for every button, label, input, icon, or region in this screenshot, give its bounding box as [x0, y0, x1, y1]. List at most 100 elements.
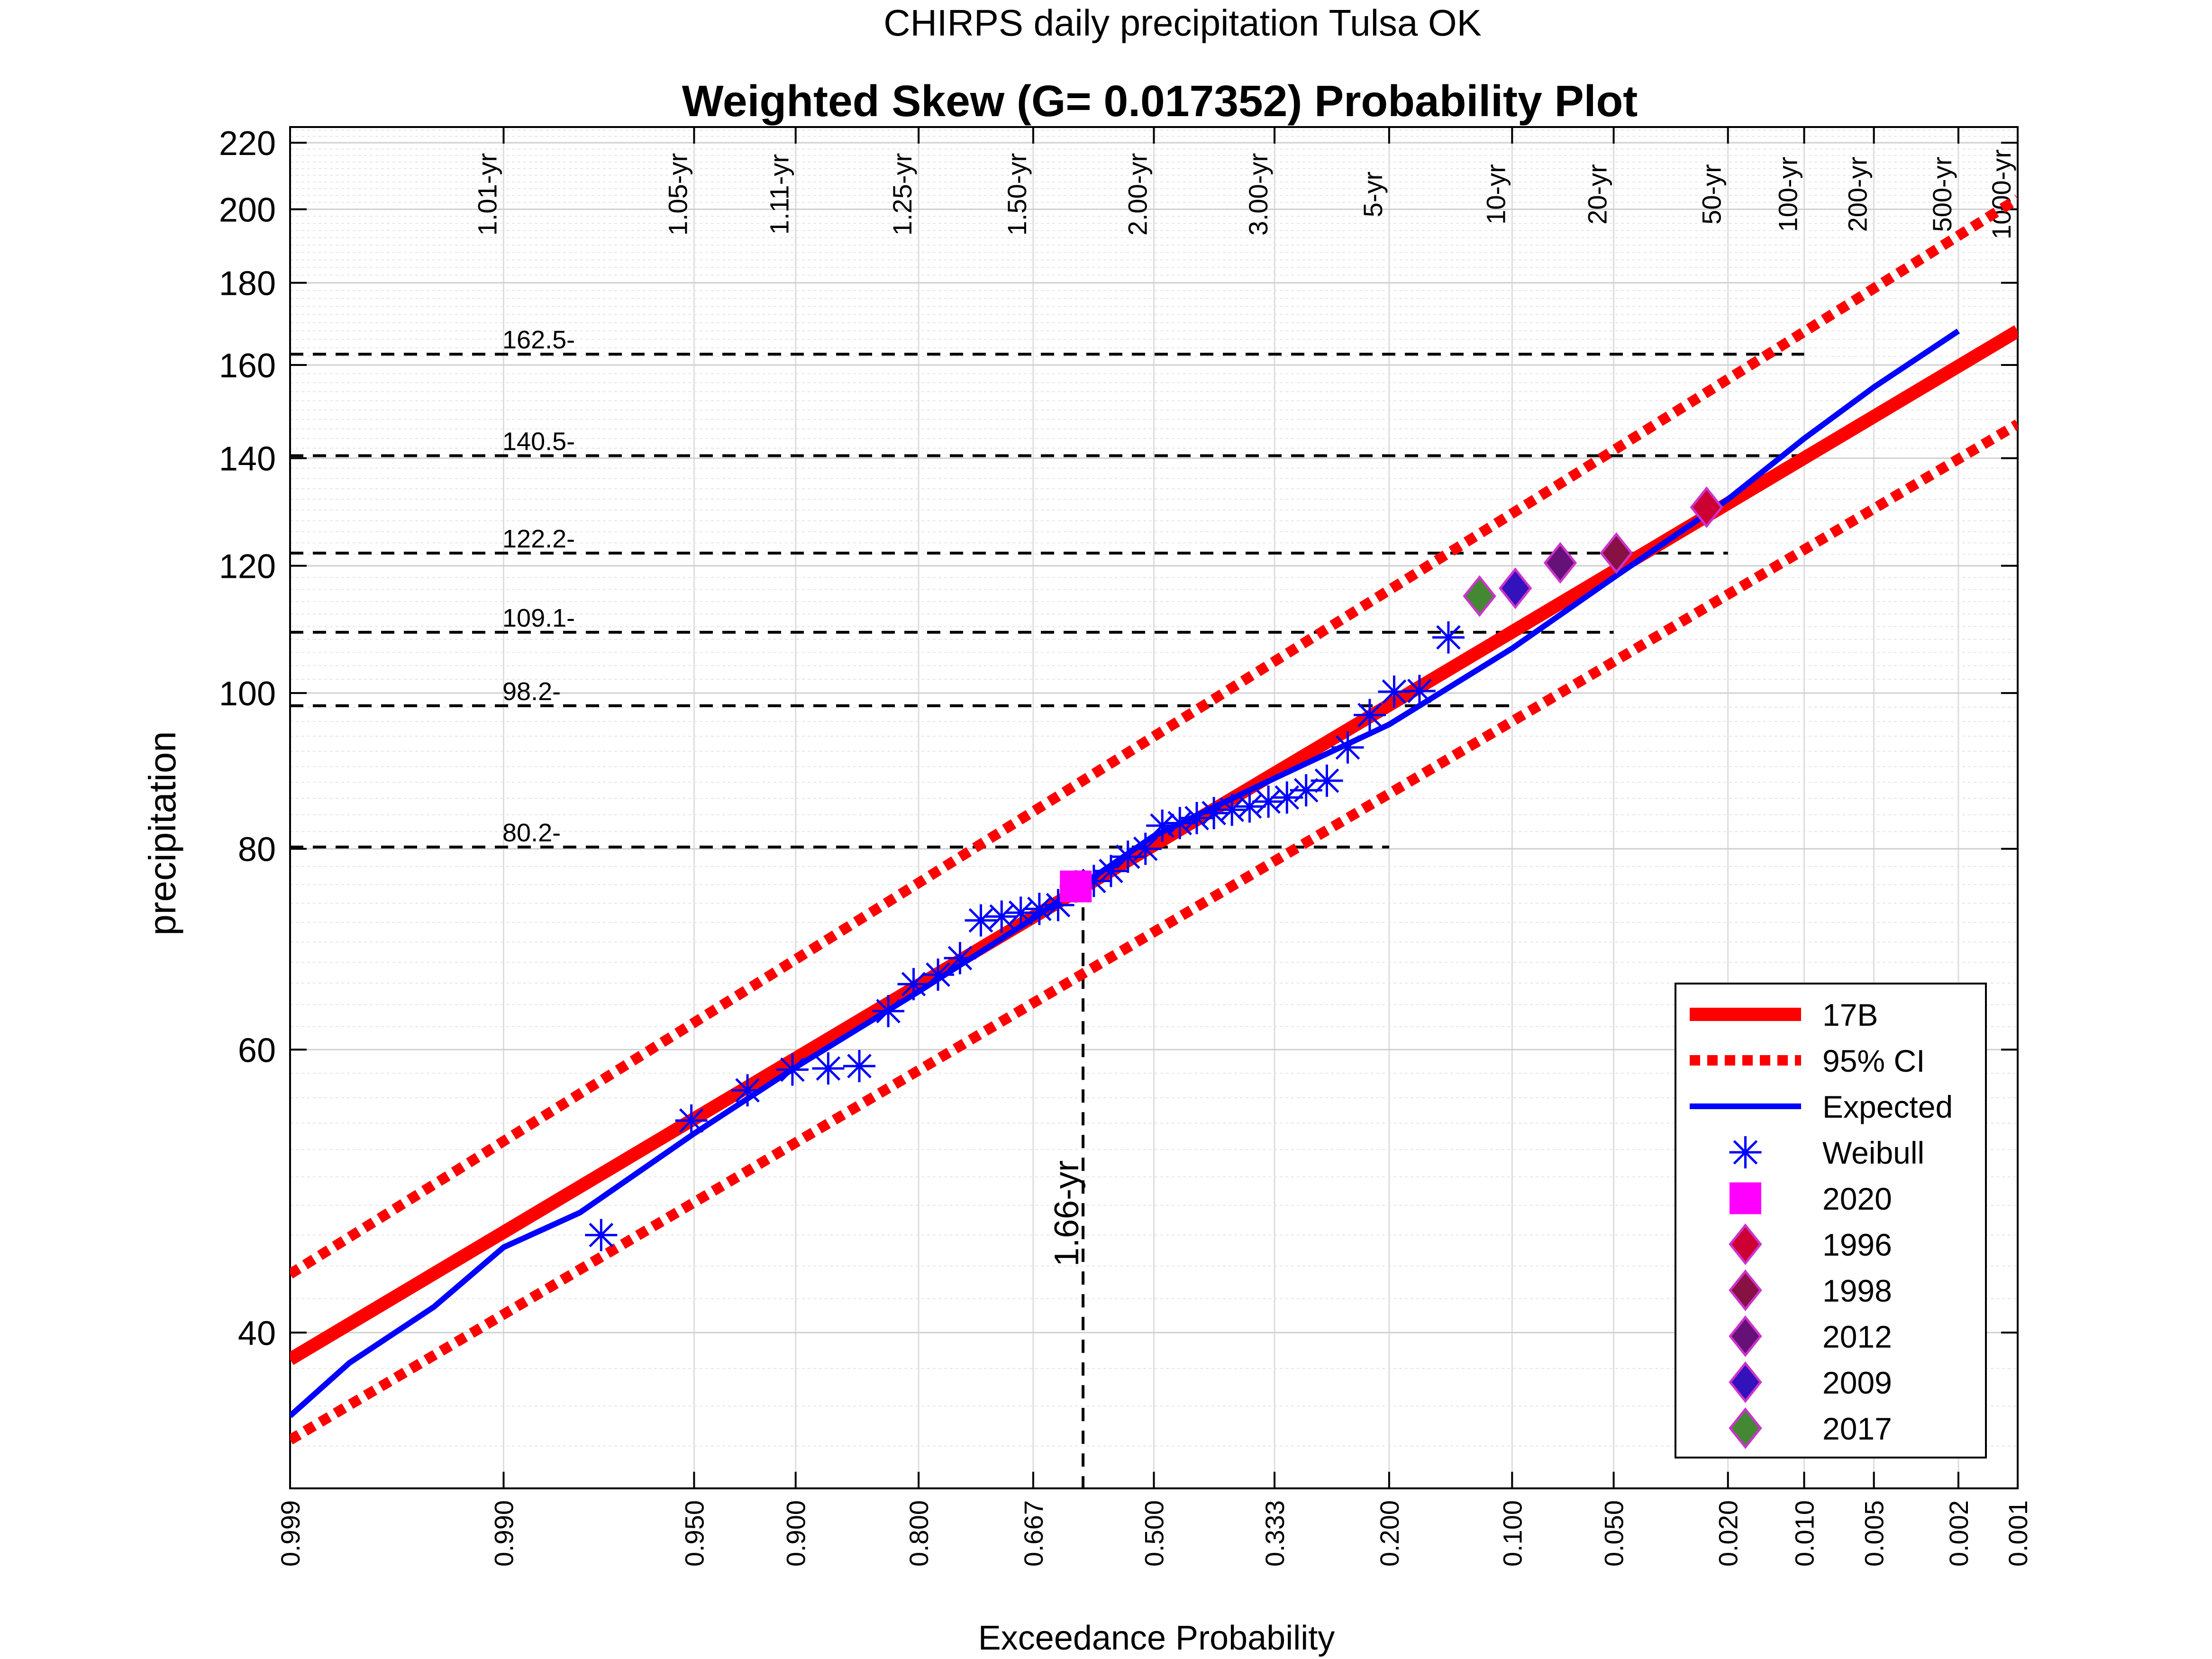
- data-point-weibull: [1216, 793, 1248, 826]
- y-tick-label: 100: [219, 675, 276, 713]
- legend-label: Expected: [1822, 1089, 1953, 1124]
- data-point-2012: [1543, 542, 1577, 584]
- data-point-weibull: [985, 900, 1018, 933]
- legend-label: 2012: [1822, 1319, 1892, 1354]
- reference-line-label: 122.2-: [502, 525, 575, 553]
- return-period-label: 1.50-yr: [1002, 153, 1032, 236]
- y-tick-label: 40: [238, 1314, 276, 1352]
- legend-label: 2020: [1822, 1181, 1892, 1216]
- legend-symbol: [1729, 1361, 1762, 1404]
- chart-title: Weighted Skew (G= 0.017352) Probability …: [682, 76, 1638, 126]
- reference-line-label: 109.1-: [502, 604, 575, 632]
- legend-label: 17B: [1822, 997, 1878, 1032]
- chart-suptitle: CHIRPS daily precipitation Tulsa OK: [883, 2, 1482, 44]
- return-period-label: 1.11-yr: [765, 154, 794, 235]
- plot-area: 40 60 80 100 120 140 160 180 200 220 0.999 0.990 0.9…: [219, 125, 2033, 1567]
- legend-label: Weibull: [1822, 1135, 1924, 1170]
- data-point-weibull: [1432, 621, 1465, 654]
- reference-line-label: 98.2-: [502, 677, 561, 706]
- y-tick-label: 80: [238, 831, 276, 869]
- x-tick-label: 0.800: [904, 1500, 934, 1567]
- x-tick-label: 0.001: [2003, 1500, 2033, 1567]
- return-period-label: 2.00-yr: [1123, 153, 1153, 236]
- return-period-label: 50-yr: [1697, 164, 1727, 225]
- legend-symbol: [1730, 1182, 1761, 1214]
- data-point-1998: [1600, 532, 1633, 574]
- data-point-weibull: [1042, 889, 1074, 921]
- data-point-weibull: [872, 995, 905, 1028]
- x-tick-label: 0.990: [489, 1500, 519, 1567]
- return-period-label: 3.00-yr: [1243, 153, 1273, 236]
- return-period-label: 500-yr: [1927, 157, 1957, 232]
- y-tick-label: 180: [219, 265, 276, 303]
- y-tick-label: 140: [219, 440, 276, 478]
- series-line-95-ci: [290, 419, 2018, 1445]
- data-point-weibull: [1023, 893, 1056, 925]
- x-tick-label: 0.100: [1497, 1500, 1527, 1567]
- legend-symbol: [1729, 1223, 1762, 1266]
- data-point-weibull: [1353, 699, 1386, 731]
- y-tick-label: 220: [219, 125, 276, 163]
- return-period-label: 5-yr: [1358, 172, 1388, 217]
- data-point-weibull: [1111, 840, 1144, 873]
- x-tick-label: 0.667: [1019, 1500, 1048, 1567]
- data-point-weibull: [1290, 774, 1322, 807]
- data-point-weibull: [1252, 785, 1285, 818]
- data-point-weibull: [585, 1219, 618, 1251]
- data-point-weibull: [1181, 802, 1213, 834]
- x-tick-label: 0.950: [679, 1500, 709, 1567]
- data-point-weibull: [1311, 765, 1343, 797]
- x-tick-label: 0.020: [1713, 1500, 1743, 1567]
- legend-symbol: [1729, 1315, 1762, 1358]
- return-period-label: 1000-yr: [1986, 149, 2016, 239]
- x-tick-label: 0.200: [1375, 1500, 1404, 1567]
- x-tick-label: 0.002: [1944, 1500, 1974, 1567]
- data-point-weibull: [1129, 832, 1162, 865]
- data-point-weibull: [1271, 781, 1303, 814]
- data-point-weibull: [1094, 855, 1127, 887]
- y-tick-label: 160: [219, 347, 276, 385]
- y-axis-label: precipitation: [141, 731, 183, 935]
- return-period-label: 200-yr: [1843, 157, 1873, 232]
- legend-symbol: [1729, 1136, 1762, 1168]
- return-period-label: 20-yr: [1583, 164, 1612, 225]
- legend-symbol: [1729, 1269, 1762, 1312]
- return-period-label: 1.05-yr: [663, 153, 692, 236]
- return-period-label: 10-yr: [1481, 164, 1511, 225]
- x-tick-label: 0.333: [1260, 1500, 1290, 1567]
- series-line-17b: [290, 325, 2018, 1365]
- x-tick-label: 0.500: [1139, 1500, 1169, 1567]
- reference-line-label: 162.5-: [502, 326, 575, 354]
- data-point-weibull: [675, 1104, 708, 1137]
- legend-label: 1998: [1822, 1273, 1892, 1308]
- data-point-2020: [1060, 870, 1092, 902]
- data-point-weibull: [1403, 675, 1436, 707]
- x-tick-label: 0.999: [275, 1500, 305, 1567]
- data-point-weibull: [731, 1074, 764, 1107]
- legend-label: 2009: [1822, 1365, 1892, 1400]
- data-point-weibull: [1004, 896, 1037, 929]
- reference-line-label: 80.2-: [502, 819, 561, 847]
- legend-label: 2017: [1822, 1411, 1892, 1446]
- data-point-weibull: [812, 1052, 845, 1085]
- data-point-weibull: [944, 942, 976, 975]
- data-point-weibull: [1378, 675, 1411, 708]
- x-tick-label: 0.005: [1859, 1500, 1889, 1567]
- data-point-weibull: [843, 1050, 876, 1083]
- data-point-2009: [1498, 567, 1532, 610]
- legend-symbol: [1729, 1407, 1762, 1449]
- data-point-weibull: [922, 958, 955, 991]
- x-axis-label: Exceedance Probability: [978, 1619, 1335, 1657]
- data-point-weibull: [1164, 807, 1196, 839]
- return-period-marker-label: 1.66-yr: [1048, 1160, 1086, 1267]
- data-point-weibull: [776, 1053, 809, 1086]
- y-tick-label: 120: [219, 548, 276, 586]
- data-point-weibull: [1198, 797, 1230, 830]
- x-tick-label: 0.010: [1789, 1500, 1819, 1567]
- series-line-95-ci: [290, 194, 2018, 1279]
- data-point-weibull: [1077, 865, 1110, 897]
- legend-label: 1996: [1822, 1227, 1892, 1262]
- return-period-label: 1.01-yr: [473, 153, 502, 236]
- return-period-label: 1.25-yr: [887, 153, 917, 236]
